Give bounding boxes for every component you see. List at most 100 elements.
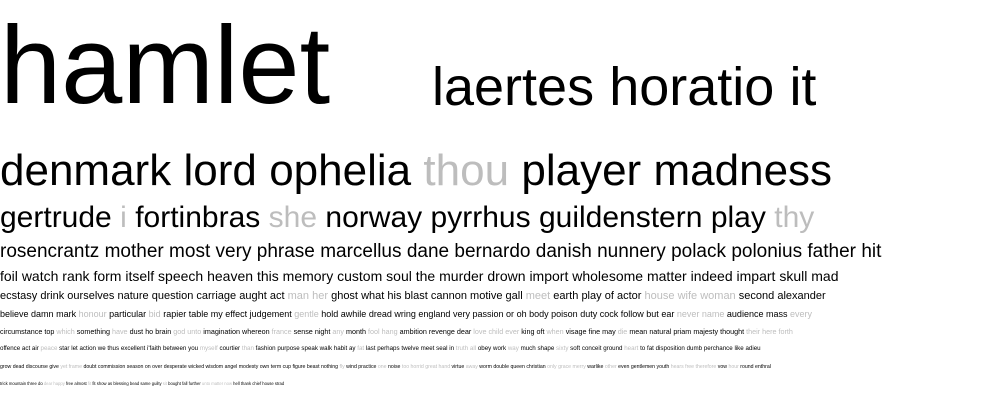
cloud-word: hears (670, 364, 684, 370)
cloud-word: now (224, 381, 232, 386)
cloud-word: yet (60, 364, 68, 370)
cloud-word: aught (239, 290, 267, 302)
cloud-word: france (271, 327, 292, 336)
cloud-word: unto (201, 381, 211, 386)
cloud-word: fat (357, 345, 365, 352)
cloud-word: follow (620, 309, 644, 319)
cloud-word: king (521, 327, 535, 336)
cloud-word: thank (240, 381, 252, 386)
cloud-word: nunnery (597, 241, 666, 262)
cloud-word: brain (155, 327, 172, 336)
cloud-word: matter (646, 268, 687, 284)
cloud-word: ghost (331, 290, 358, 302)
cloud-word: hand (438, 364, 451, 370)
cloud-word: way (507, 345, 519, 352)
cloud-word: perchance (703, 345, 733, 352)
cloud-word: dear (456, 327, 472, 336)
cloud-word: earth (553, 290, 579, 302)
cloud-word: wholesome (572, 268, 644, 284)
cloud-word: star (59, 345, 70, 352)
cloud-word: christian (526, 364, 546, 370)
cloud-word: ourselves (67, 290, 115, 302)
cloud-word: let (71, 345, 78, 352)
word-cloud-row: believe damn mark honour particular bid rapier… (0, 309, 815, 319)
cloud-word: believe (0, 309, 29, 319)
cloud-word: fine (588, 327, 601, 336)
cloud-word: ground (603, 345, 623, 352)
cloud-word: even (618, 364, 630, 370)
cloud-word: chief (252, 381, 262, 386)
cloud-word: fashion (255, 345, 276, 352)
cloud-word: away (465, 364, 478, 370)
cloud-word: laertes (432, 57, 595, 117)
cloud-word: ambition (399, 327, 427, 336)
cloud-word: act (269, 290, 285, 302)
cloud-word: drink (40, 290, 65, 302)
cloud-word: worm (479, 364, 492, 370)
cloud-word: cannon (430, 290, 467, 302)
cloud-word: heaven (207, 268, 254, 284)
cloud-word: speech (158, 268, 204, 284)
cloud-word: mother (104, 241, 164, 262)
cloud-word: fat (646, 345, 654, 352)
cloud-word: obey (477, 345, 492, 352)
cloud-word: month (346, 327, 367, 336)
cloud-word: peace (40, 345, 58, 352)
cloud-word: meet (525, 290, 551, 302)
cloud-word: in (449, 345, 455, 352)
cloud-word: excellent (120, 345, 146, 352)
cloud-word: priam (673, 327, 692, 336)
cloud-word: dread (368, 309, 392, 319)
cloud-word: speak (301, 345, 318, 352)
cloud-word: gertrude (0, 201, 112, 234)
word-cloud-row: foil watch rank form itself speech heaven this m… (0, 268, 842, 284)
cloud-word: here (762, 327, 777, 336)
cloud-word: last (365, 345, 376, 352)
cloud-word: fall (182, 381, 188, 386)
cloud-word: work (493, 345, 507, 352)
cloud-word: all (469, 345, 477, 352)
cloud-word: nothing (321, 364, 339, 370)
cloud-word: meet (420, 345, 435, 352)
cloud-word: damn (31, 309, 54, 319)
cloud-word: top (44, 327, 55, 336)
cloud-word: name (701, 309, 725, 319)
cloud-word: mean (629, 327, 648, 336)
cloud-word: majesty (693, 327, 719, 336)
cloud-word: polonius (731, 241, 803, 262)
cloud-word: on (144, 364, 151, 370)
cloud-word: rank (62, 268, 90, 284)
cloud-word: gentlemen (630, 364, 656, 370)
cloud-word: vow (717, 364, 727, 370)
cloud-word: grow (0, 364, 12, 370)
cloud-word: carriage (196, 290, 237, 302)
cloud-word: frame (68, 364, 82, 370)
cloud-word: oft (536, 327, 545, 336)
cloud-word: awhile (340, 309, 367, 319)
cloud-word: thus (107, 345, 120, 352)
cloud-word: do (37, 381, 43, 386)
cloud-word: house (262, 381, 274, 386)
cloud-word: most (169, 241, 211, 262)
cloud-word: blast (404, 290, 428, 302)
cloud-word: phrase (256, 241, 315, 262)
cloud-word: wife (677, 290, 698, 302)
word-cloud-row: circumstance top which something have dust ho b… (0, 327, 795, 336)
cloud-word: therefore (695, 364, 717, 370)
cloud-word: only (547, 364, 557, 370)
cloud-word: revenge (428, 327, 455, 336)
cloud-word: cock (599, 309, 619, 319)
cloud-word: norway (325, 201, 423, 234)
cloud-word: may (602, 327, 616, 336)
cloud-word: his (387, 290, 402, 302)
cloud-word: commission (97, 364, 126, 370)
word-cloud-row: laertes horatio it (432, 56, 832, 118)
cloud-word: fly (339, 364, 345, 370)
cloud-word: god (173, 327, 186, 336)
cloud-word: hour (728, 364, 739, 370)
cloud-word: alexander (777, 290, 826, 302)
cloud-word: happy (53, 381, 65, 386)
cloud-word: visage (565, 327, 587, 336)
cloud-word: actor (616, 290, 642, 302)
cloud-word: whereon (242, 327, 270, 336)
